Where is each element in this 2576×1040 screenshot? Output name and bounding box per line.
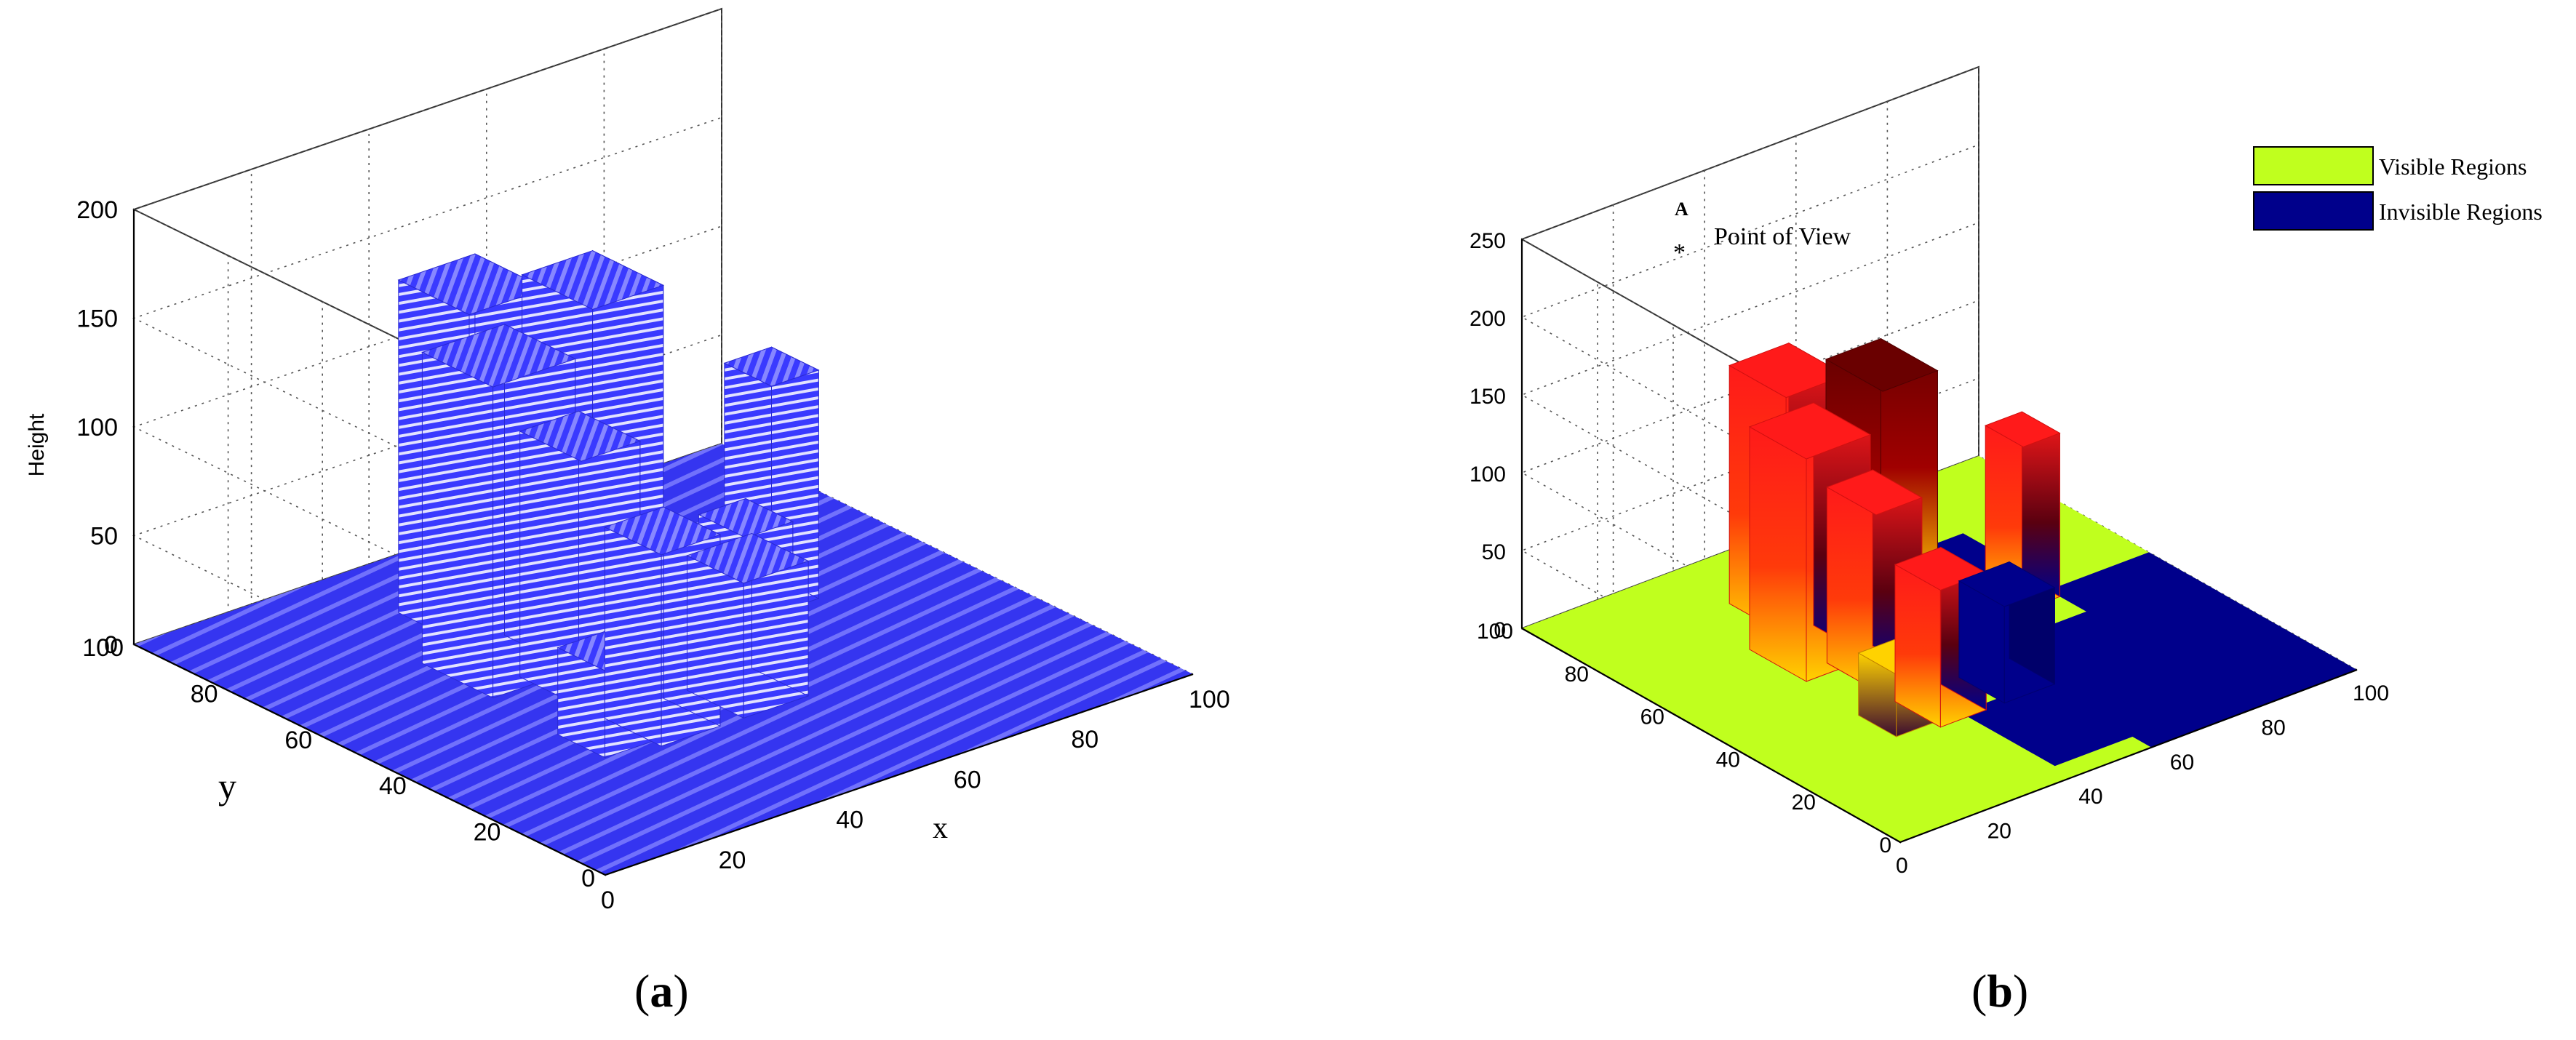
y-tick-label: 20	[474, 819, 501, 847]
y-tick-label: 20	[1792, 791, 1816, 815]
legend-swatch	[2253, 191, 2374, 231]
legend-item: Visible Regions	[2253, 146, 2527, 185]
point-of-view-marker: *	[1673, 239, 1686, 266]
z-tick-label: 0	[1494, 618, 1506, 642]
x-tick-label: 40	[2078, 785, 2102, 809]
y-tick-label: 100	[1477, 620, 1513, 644]
building-top-face	[1825, 338, 1939, 392]
z-tick-label: 200	[1470, 307, 1506, 331]
panel-label-b: (b)	[1971, 965, 2029, 1017]
building-top-face	[1958, 561, 2056, 607]
y-tick-label: 0	[1879, 833, 1891, 857]
x-tick-label: 0	[1896, 854, 1908, 878]
building-left-face	[604, 526, 662, 747]
z-tick-label: 150	[76, 305, 118, 333]
y-axis-label: y	[218, 766, 236, 807]
legend-swatch	[2253, 146, 2374, 185]
x-tick-label: 60	[954, 766, 981, 793]
y-tick-label: 100	[82, 634, 124, 662]
grid-line	[227, 255, 816, 692]
y-tick-label: 80	[1565, 663, 1589, 687]
building-top-face	[519, 410, 642, 462]
grid-line	[322, 301, 911, 737]
x-tick-label: 100	[2353, 681, 2389, 705]
point-of-view-annotation: A * Point of View	[1673, 199, 1851, 266]
z-tick-label: 0	[104, 631, 118, 659]
panel-label-a: (a)	[634, 965, 689, 1017]
building-bar	[686, 532, 810, 719]
buildings	[1728, 337, 2061, 737]
building-left-face	[1749, 426, 1807, 682]
z-tick-label: 150	[1470, 385, 1506, 409]
chart-panel-b: 020406080100020406080100050100150200250A…	[1470, 65, 2543, 878]
x-tick-label: 20	[1987, 820, 2011, 844]
point-of-view-marker-letter: A	[1675, 199, 1688, 220]
z-tick-label: 250	[1470, 229, 1506, 253]
x-tick-label: 60	[2170, 751, 2194, 775]
panel-letter-b: b	[1987, 965, 2013, 1017]
chart-panel-a: 020406080100020406080100050100150200xyHe…	[25, 7, 1230, 914]
invisible-region-patch	[2048, 552, 2225, 633]
building-top-face	[421, 324, 577, 388]
x-axis-label: x	[933, 812, 948, 845]
axis-line	[133, 644, 1194, 876]
building-top-face	[521, 250, 665, 310]
building-top-face	[1748, 402, 1872, 460]
building-top-face	[1985, 411, 2061, 448]
point-of-view-label: Point of View	[1714, 223, 1851, 250]
z-tick-label: 100	[1470, 463, 1506, 487]
buildings	[397, 249, 820, 759]
building-bar	[1958, 561, 2056, 704]
y-tick-label: 40	[1716, 748, 1740, 772]
building-left-face	[421, 351, 494, 699]
y-tick-label: 80	[191, 680, 218, 708]
axes	[1520, 239, 2358, 844]
axis-line	[1521, 628, 2358, 844]
legend: Visible Regions Invisible Regions	[2253, 146, 2543, 231]
z-tick-label: 100	[76, 414, 118, 441]
building-top-face	[1826, 469, 1923, 516]
x-tick-label: 0	[601, 887, 615, 914]
x-tick-label: 100	[1189, 686, 1230, 713]
x-tick-label: 40	[836, 807, 864, 834]
y-tick-label: 40	[379, 772, 407, 800]
z-axis-label: Height	[25, 413, 49, 476]
y-tick-label: 0	[581, 865, 595, 892]
building-left-face	[1894, 564, 1941, 728]
x-tick-label: 80	[2261, 716, 2285, 740]
y-tick-label: 60	[1640, 705, 1664, 729]
x-tick-label: 20	[719, 847, 746, 874]
building-top-face	[698, 497, 794, 538]
building-top-face	[397, 253, 547, 316]
y-tick-label: 60	[284, 727, 312, 754]
building-top-face	[604, 506, 722, 556]
x-tick-label: 80	[1071, 726, 1098, 753]
building-bar	[1985, 411, 2061, 612]
legend-item: Invisible Regions	[2253, 191, 2543, 231]
legend-label: Invisible Regions	[2379, 199, 2543, 225]
z-tick-label: 50	[90, 523, 118, 551]
building-left-face	[687, 555, 744, 719]
z-tick-label: 50	[1482, 540, 1506, 564]
legend-label: Visible Regions	[2379, 153, 2527, 180]
building-top-face	[686, 532, 810, 584]
building-top-face	[723, 346, 820, 387]
axes	[132, 209, 1194, 876]
panel-letter-a: a	[650, 965, 674, 1017]
z-tick-label: 200	[76, 196, 118, 224]
